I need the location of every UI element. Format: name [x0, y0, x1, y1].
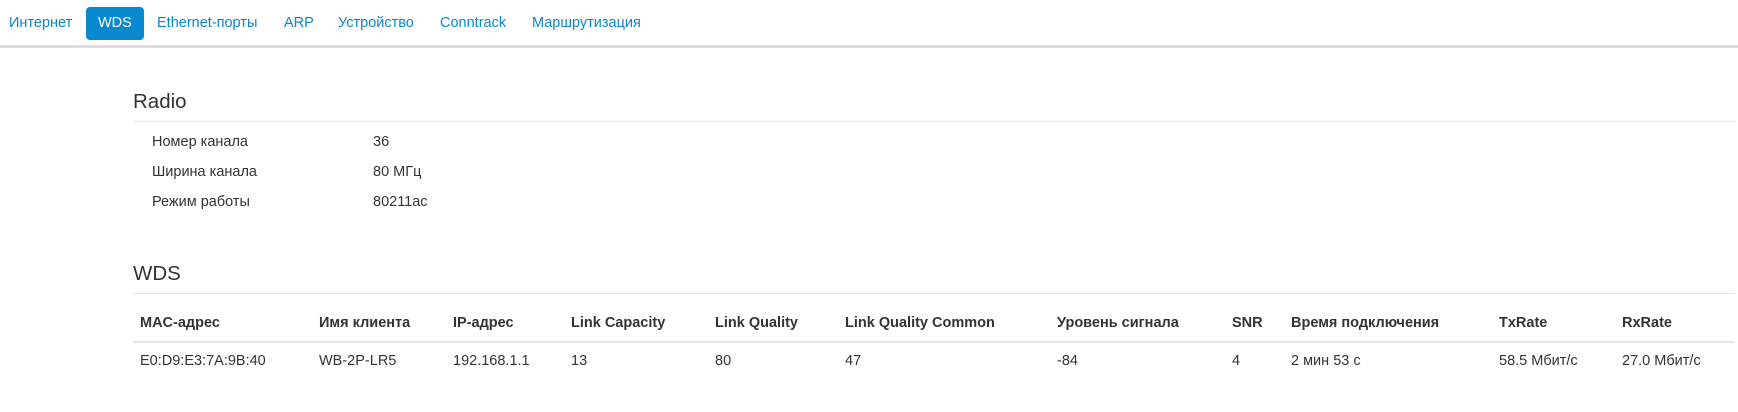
mode-value: 80211ac: [373, 194, 428, 210]
tab-arp[interactable]: ARP: [284, 15, 314, 31]
channel-number-label: Номер канала: [152, 134, 248, 150]
tab-routing[interactable]: Маршрутизация: [532, 15, 641, 31]
column-header: IP-адрес: [453, 315, 514, 331]
column-header: Уровень сигнала: [1057, 315, 1179, 331]
wds-section-title: WDS: [133, 262, 181, 285]
channel-number-value: 36: [373, 134, 390, 150]
column-header: MAC-адрес: [140, 315, 220, 331]
column-header: Link Capacity: [571, 315, 666, 331]
tab-device[interactable]: Устройство: [338, 15, 414, 31]
divider: [133, 121, 1735, 122]
table-header-divider: [133, 341, 1735, 343]
column-header: TxRate: [1499, 315, 1548, 331]
rxrate-cell: 27.0 Мбит/с: [1622, 353, 1701, 369]
divider: [133, 293, 1735, 294]
signal-level-cell: -84: [1057, 353, 1078, 369]
link-quality-common-cell: 47: [845, 353, 862, 369]
client-name-cell: WB-2P-LR5: [319, 353, 397, 369]
channel-width-label: Ширина канала: [152, 164, 257, 180]
link-quality-cell: 80: [715, 353, 732, 369]
tab-wds[interactable]: WDS: [86, 7, 144, 40]
mode-label: Режим работы: [152, 194, 250, 210]
txrate-cell: 58.5 Мбит/с: [1499, 353, 1578, 369]
tab-internet[interactable]: Интернет: [9, 15, 73, 31]
link-capacity-cell: 13: [571, 353, 588, 369]
column-header: Link Quality Common: [845, 315, 995, 331]
ip-cell: 192.168.1.1: [453, 353, 530, 369]
column-header: SNR: [1232, 315, 1263, 331]
tab-ethernet-ports[interactable]: Ethernet-порты: [157, 15, 258, 31]
connection-time-cell: 2 мин 53 с: [1291, 353, 1361, 369]
column-header: RxRate: [1622, 315, 1672, 331]
tab-bar: Интернет WDS Ethernet-порты ARP Устройст…: [0, 0, 1738, 48]
column-header: Имя клиента: [319, 315, 411, 331]
column-header: Link Quality: [715, 315, 798, 331]
mac-cell: E0:D9:E3:7A:9B:40: [140, 353, 266, 369]
tab-conntrack[interactable]: Conntrack: [440, 15, 507, 31]
radio-section-title: Radio: [133, 90, 187, 113]
column-header: Время подключения: [1291, 315, 1440, 331]
channel-width-value: 80 МГц: [373, 164, 422, 180]
snr-cell: 4: [1232, 353, 1241, 369]
